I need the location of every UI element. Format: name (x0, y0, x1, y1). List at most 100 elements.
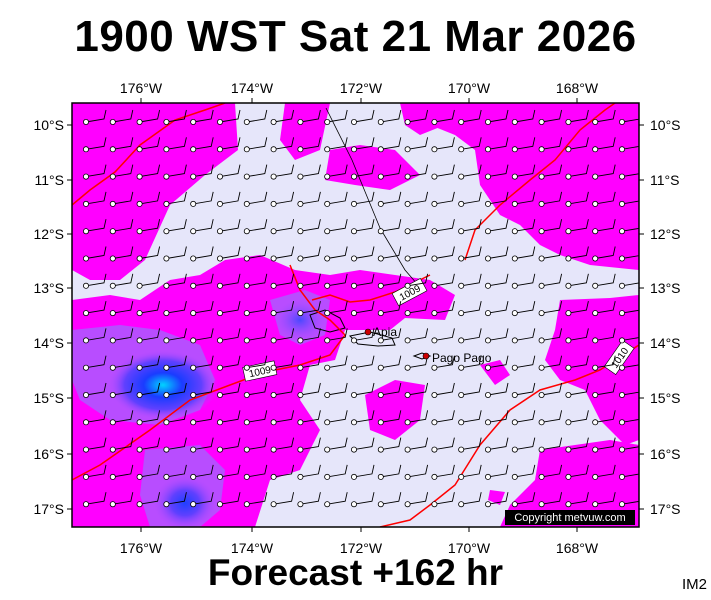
wind-barb (487, 437, 509, 451)
wind-barb (353, 273, 375, 287)
station-circle (565, 200, 572, 207)
wind-barb (380, 219, 402, 232)
wind-barb (568, 410, 589, 423)
station-circle (511, 419, 518, 426)
station-circle (243, 255, 250, 262)
wind-barb (568, 301, 589, 314)
station-circle (136, 146, 143, 153)
place-label-apia: Apia (373, 325, 397, 339)
station-circle (431, 119, 438, 126)
apia-marker-icon (364, 328, 372, 336)
station-circle (431, 310, 438, 317)
wind-barb (166, 301, 187, 314)
wind-barb (514, 191, 536, 205)
wind-barb (514, 219, 536, 232)
lat-left-0: 10°S (33, 117, 64, 133)
wind-barb (595, 355, 616, 369)
station-circle (216, 228, 223, 235)
station-circle (324, 119, 331, 126)
wind-barb (595, 164, 616, 178)
wind-barb (353, 219, 375, 232)
station-circle (619, 391, 626, 398)
station-circle (350, 419, 357, 426)
station-circle (538, 173, 545, 180)
wind-barb (621, 118, 639, 123)
station-circle (404, 364, 411, 371)
wind-barb (139, 492, 161, 505)
station-circle (619, 501, 626, 508)
wind-barb (568, 164, 589, 178)
wind-barb (595, 328, 616, 341)
wind-barb (327, 164, 348, 178)
lon-labels-bottom: 176°W 174°W 172°W 170°W 168°W (120, 540, 599, 556)
station-circle (243, 446, 250, 453)
lon-bottom-4: 168°W (556, 540, 599, 556)
wind-barb (621, 473, 639, 478)
station-circle (350, 146, 357, 153)
wind-barb (380, 437, 402, 451)
wind-barb (112, 328, 134, 341)
station-circle (350, 364, 357, 371)
station-circle (243, 173, 250, 180)
station-circle (404, 419, 411, 426)
lat-right-2: 12°S (650, 226, 681, 242)
station-circle (83, 200, 90, 207)
tokelau-line (325, 107, 419, 286)
wind-barb (139, 219, 161, 232)
station-circle (324, 200, 331, 207)
station-circle (431, 391, 438, 398)
station-circle (484, 173, 491, 180)
wind-barb (273, 328, 295, 341)
station-circle (83, 119, 90, 126)
wind-barb (327, 109, 348, 123)
wind-barb (568, 273, 589, 287)
wind-barb (219, 137, 241, 150)
station-circle (324, 501, 331, 508)
wind-barb (273, 492, 295, 505)
wind-barb (85, 492, 107, 505)
station-circle (511, 473, 518, 480)
station-circle (592, 173, 599, 180)
wind-barb (621, 391, 639, 396)
station-circle (565, 310, 572, 317)
station-circle (163, 364, 170, 371)
wind-barb (595, 410, 616, 423)
wind-barb (434, 219, 455, 232)
station-circle (592, 473, 599, 480)
wind-barb (300, 492, 321, 505)
lon-bottom-3: 170°W (448, 540, 491, 556)
station-circle (109, 337, 116, 344)
station-circle (163, 119, 170, 126)
station-circle (324, 173, 331, 180)
wind-barb (541, 301, 563, 314)
station-circle (538, 419, 545, 426)
wind-barb (112, 246, 134, 259)
station-circle (619, 255, 626, 262)
wind-barb (621, 200, 639, 205)
station-circle (404, 282, 411, 289)
lon-top-3: 170°W (448, 80, 491, 96)
lon-bottom-1: 174°W (231, 540, 274, 556)
wind-barb (380, 137, 402, 150)
wind-barb (407, 137, 429, 150)
station-circle (270, 228, 277, 235)
station-circle (511, 173, 518, 180)
wind-barb (621, 173, 639, 178)
wind-barb (246, 246, 268, 259)
lat-labels-left: 10°S 11°S 12°S 13°S 14°S 15°S 16°S 17°S (33, 117, 64, 517)
station-circle (458, 337, 465, 344)
station-circle (190, 364, 197, 371)
station-circle (511, 364, 518, 371)
wind-barb (434, 464, 455, 478)
wind-barb (246, 191, 268, 205)
wind-barb (434, 246, 455, 259)
wind-barb (434, 355, 455, 369)
wind-barb (219, 437, 241, 451)
station-circle (243, 228, 250, 235)
wind-barb (353, 437, 375, 451)
station-circle (431, 446, 438, 453)
wind-barb (300, 109, 321, 123)
wind-barb (300, 355, 321, 369)
wind-barb (139, 191, 161, 205)
